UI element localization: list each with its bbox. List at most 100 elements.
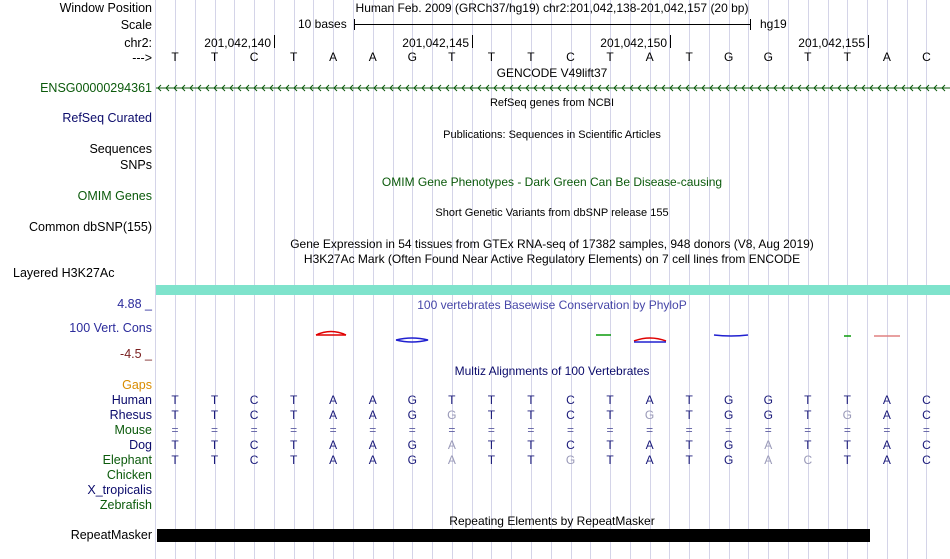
- strand-chevron: [213, 84, 218, 92]
- strand-chevron: [789, 84, 794, 92]
- strand-chevron: [909, 84, 914, 92]
- omim-genes-label[interactable]: OMIM Genes: [77, 189, 152, 203]
- strand-chevron: [333, 84, 338, 92]
- strand-chevron: [517, 84, 522, 92]
- species-label-human[interactable]: Human: [111, 393, 152, 407]
- strand-chevron: [725, 84, 730, 92]
- alignment-base: T: [171, 393, 179, 407]
- alignment-base: G: [644, 408, 655, 422]
- alignment-base: C: [566, 408, 575, 422]
- refseq-track-title: RefSeq genes from NCBI: [489, 97, 615, 109]
- species-label-x_tropicalis[interactable]: X_tropicalis: [87, 483, 152, 497]
- sequence-base: A: [368, 50, 377, 64]
- alignment-base: =: [646, 423, 654, 437]
- grid-line: [254, 0, 256, 559]
- grid-line: [412, 0, 414, 559]
- alignment-base: G: [724, 453, 734, 467]
- sequence-base: G: [724, 50, 734, 64]
- alignment-base: =: [487, 423, 495, 437]
- grid-line: [570, 0, 572, 559]
- refseq-curated-label[interactable]: RefSeq Curated: [62, 111, 152, 125]
- alignment-base: T: [527, 438, 535, 452]
- phylop-track-label[interactable]: 100 Vert. Cons: [69, 321, 152, 335]
- alignment-base: =: [250, 423, 258, 437]
- strand-chevron: [837, 84, 842, 92]
- gencode-gene-label[interactable]: ENSG00000294361: [40, 81, 152, 95]
- alignment-base: =: [566, 423, 574, 437]
- repeatmasker-element-bar[interactable]: [157, 529, 870, 542]
- strand-chevron: [237, 84, 242, 92]
- grid-line: [768, 0, 770, 559]
- alignment-base: T: [210, 393, 219, 407]
- grid-line: [590, 0, 592, 559]
- strand-chevron: [741, 84, 746, 92]
- scale-assembly: hg19: [760, 17, 787, 31]
- alignment-base: A: [329, 438, 338, 452]
- scale-bar-left-tick: [354, 19, 355, 30]
- ruler-tick: [868, 35, 869, 48]
- gaps-label[interactable]: Gaps: [122, 378, 152, 392]
- strand-chevron: [757, 84, 762, 92]
- strand-chevron: [693, 84, 698, 92]
- alignment-base: A: [447, 438, 456, 452]
- strand-chevron: [933, 84, 938, 92]
- species-label-zebrafish[interactable]: Zebrafish: [99, 498, 152, 512]
- snps-label[interactable]: SNPs: [120, 158, 152, 172]
- layered-h3k27ac-label[interactable]: Layered H3K27Ac: [13, 266, 115, 280]
- alignment-base: G: [407, 393, 417, 407]
- alignment-base: =: [369, 423, 377, 437]
- alignment-base: =: [290, 423, 298, 437]
- alignment-base: G: [407, 438, 417, 452]
- alignment-base: T: [527, 408, 535, 422]
- alignment-base: G: [763, 393, 773, 407]
- species-label-elephant[interactable]: Elephant: [102, 453, 152, 467]
- grid-line: [788, 0, 790, 559]
- species-label-rhesus[interactable]: Rhesus: [109, 408, 152, 422]
- species-label-mouse[interactable]: Mouse: [114, 423, 152, 437]
- strand-chevron: [501, 84, 506, 92]
- alignment-base: T: [171, 408, 179, 422]
- strand-chevron: [797, 84, 802, 92]
- strand-chevron: [893, 84, 898, 92]
- ruler-position-label: 201,042,145: [402, 36, 469, 50]
- alignment-base: T: [527, 453, 535, 467]
- sequence-base: T: [843, 50, 852, 64]
- gencode-gene-line[interactable]: [156, 82, 950, 94]
- phylop-conservation-plot[interactable]: [156, 326, 950, 346]
- repeatmasker-label[interactable]: RepeatMasker: [70, 528, 152, 542]
- grid-line: [867, 0, 869, 559]
- grid-line: [432, 0, 434, 559]
- species-label-chicken[interactable]: Chicken: [106, 468, 152, 482]
- alignment-base: =: [329, 423, 337, 437]
- scale-text: 10 bases: [298, 17, 347, 31]
- common-dbsnp-label[interactable]: Common dbSNP(155): [29, 220, 152, 234]
- grid-line: [175, 0, 176, 559]
- strand-chevron: [861, 84, 866, 92]
- alignment-base: A: [368, 438, 377, 452]
- sequence-base: T: [448, 50, 456, 64]
- alignment-base: =: [527, 423, 535, 437]
- direction-label: --->: [132, 51, 152, 65]
- strand-chevron: [205, 84, 210, 92]
- sequences-label[interactable]: Sequences: [89, 142, 152, 156]
- grid-line: [610, 0, 612, 559]
- alignment-base: =: [883, 423, 891, 437]
- grid-line: [827, 0, 829, 559]
- strand-chevron: [765, 84, 770, 92]
- h3k27ac-signal-bar[interactable]: [156, 285, 950, 295]
- scale-bar: [354, 24, 751, 25]
- alignment-base: T: [487, 438, 496, 452]
- strand-chevron: [845, 84, 850, 92]
- strand-chevron: [509, 84, 514, 92]
- ruler-tick: [472, 35, 473, 48]
- repeatmasker-track-title: Repeating Elements by RepeatMasker: [449, 514, 655, 528]
- grid-line: [234, 0, 236, 559]
- grid-line: [372, 0, 374, 559]
- species-label-dog[interactable]: Dog: [129, 438, 152, 452]
- grid-line: [886, 0, 888, 559]
- strand-chevron: [533, 84, 538, 92]
- strand-chevron: [925, 84, 930, 92]
- strand-chevron: [717, 84, 722, 92]
- alignment-base: T: [843, 438, 852, 452]
- grid-line: [273, 0, 275, 559]
